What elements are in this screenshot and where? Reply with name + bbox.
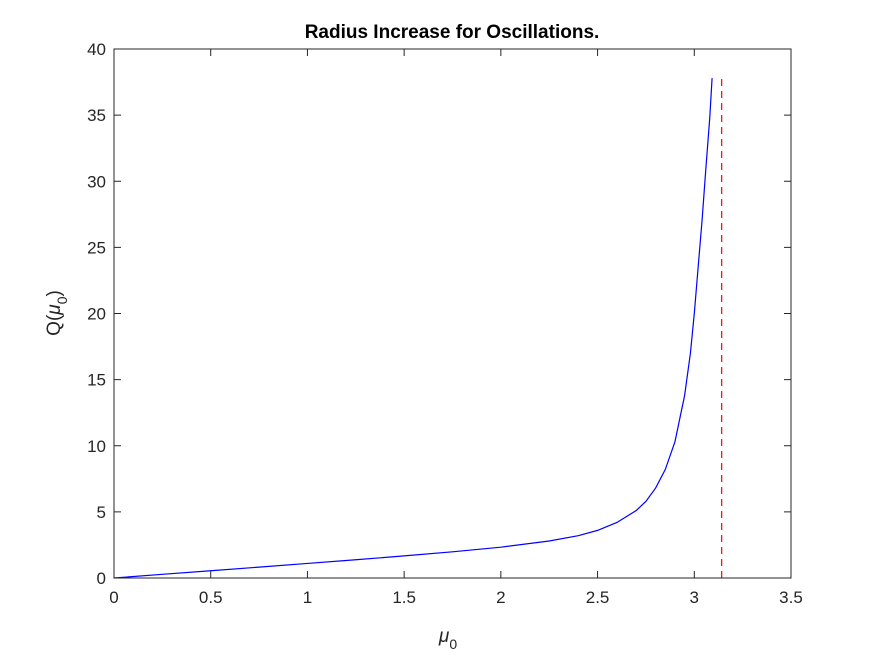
x-tick-label: 2 [496,588,505,607]
x-tick-label: 3.5 [779,588,803,607]
x-tick-label: 0 [109,588,118,607]
y-tick-label: 15 [87,371,106,390]
x-tick-label: 1 [303,588,312,607]
x-tick-label: 3 [690,588,699,607]
series-layer [113,75,723,579]
y-axis-label: Q(μ0) [44,290,70,336]
x-tick-label: 0.5 [199,588,223,607]
q-curve-line [113,78,713,579]
x-tick-label: 2.5 [586,588,610,607]
x-axis-ticks: 0 0.5 1 1.5 2 2.5 3 3.5 [109,49,803,607]
x-tick-label: 1.5 [392,588,416,607]
chart-title: Radius Increase for Oscillations. [305,22,600,43]
y-tick-label: 30 [87,172,106,191]
plot-area [114,49,791,578]
y-tick-label: 40 [87,40,106,59]
y-tick-label: 10 [87,437,106,456]
y-axis-ticks: 0 5 10 15 20 25 30 35 40 [87,40,791,588]
y-tick-label: 25 [87,238,106,257]
y-tick-label: 0 [97,569,106,588]
y-tick-label: 20 [87,305,106,324]
y-tick-label: 5 [97,503,106,522]
y-tick-label: 35 [87,106,106,125]
x-axis-label: μ0 [438,626,457,652]
